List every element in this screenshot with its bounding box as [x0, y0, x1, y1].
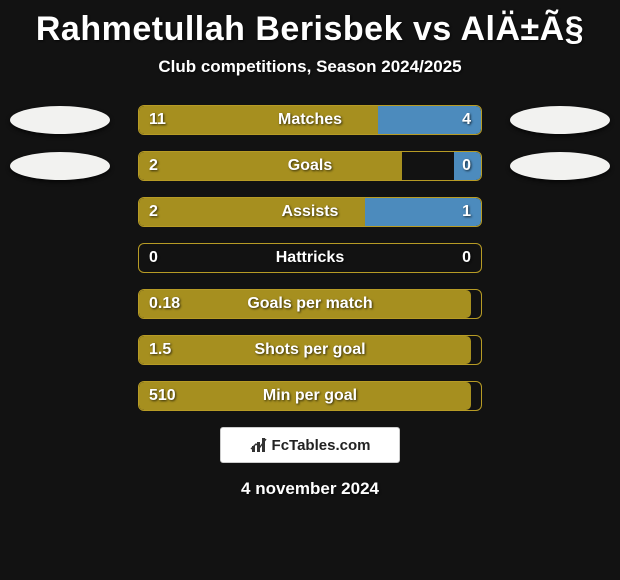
stat-row: 1.5Shots per goal	[0, 335, 620, 365]
bar-track: 21Assists	[138, 197, 482, 227]
stat-row: 0.18Goals per match	[0, 289, 620, 319]
attribution-text: FcTables.com	[272, 437, 371, 454]
page-title: Rahmetullah Berisbek vs AlÄ±Ã§	[0, 0, 620, 49]
stat-label: Min per goal	[139, 387, 481, 405]
stat-row: 21Assists	[0, 197, 620, 227]
stat-row: 510Min per goal	[0, 381, 620, 411]
stat-row: 00Hattricks	[0, 243, 620, 273]
stat-label: Hattricks	[139, 249, 481, 267]
player-right-oval	[510, 152, 610, 180]
stat-row: 20Goals	[0, 151, 620, 181]
attribution-badge: FcTables.com	[220, 427, 400, 463]
bar-track: 1.5Shots per goal	[138, 335, 482, 365]
footer-date: 4 november 2024	[0, 479, 620, 499]
stat-label: Goals	[139, 157, 481, 175]
bar-track: 510Min per goal	[138, 381, 482, 411]
player-left-oval	[10, 106, 110, 134]
bar-track: 00Hattricks	[138, 243, 482, 273]
stats-rows: 114Matches 20Goals 21Assists 00Hattricks 0.1…	[0, 105, 620, 411]
stat-label: Assists	[139, 203, 481, 221]
chart-icon	[250, 436, 268, 454]
stat-label: Shots per goal	[139, 341, 481, 359]
page-subtitle: Club competitions, Season 2024/2025	[0, 57, 620, 77]
stat-row: 114Matches	[0, 105, 620, 135]
bar-track: 114Matches	[138, 105, 482, 135]
bar-track: 20Goals	[138, 151, 482, 181]
stat-label: Goals per match	[139, 295, 481, 313]
player-right-oval	[510, 106, 610, 134]
player-left-oval	[10, 152, 110, 180]
stat-label: Matches	[139, 111, 481, 129]
bar-track: 0.18Goals per match	[138, 289, 482, 319]
